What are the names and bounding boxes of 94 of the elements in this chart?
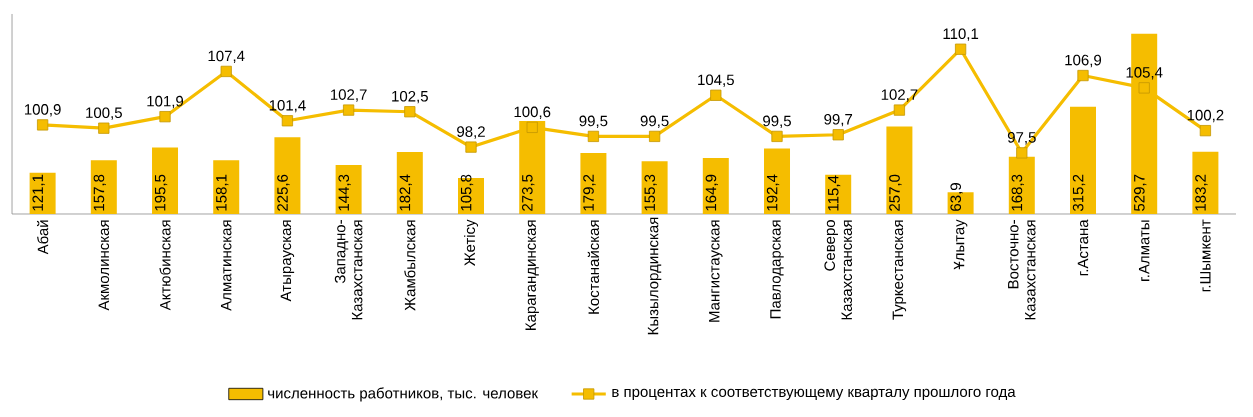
point [955,43,967,55]
x-tick-label: г.Алматы [1138,220,1150,281]
data-label: 102,5 [392,90,428,104]
data-label: 101,4 [269,99,306,113]
point [1138,82,1150,94]
bar [702,157,729,214]
x-tick-label: Восточно-Казахстанская [1008,220,1036,320]
data-label: 529,7 [1134,174,1147,211]
x-tick-label: Туркестанская [892,220,907,320]
x-tick-label: Абай [36,220,49,255]
x-tick-label: Жетісу [464,219,478,266]
data-label: 104,5 [698,74,734,87]
x-tick-label: Костанайская [587,220,600,314]
bar [825,174,852,214]
bar [152,147,179,214]
data-label: 192,4 [766,174,780,211]
bar [641,161,668,214]
point [832,129,844,141]
data-label: 158,1 [216,174,229,211]
x-tick-label: Павлодарская [770,220,784,319]
point [404,106,416,118]
data-label: 315,2 [1072,174,1086,212]
x-tick-label: Акмолинская [98,220,110,311]
data-label: 99,5 [640,115,669,128]
data-label: 144,3 [338,174,351,211]
data-label: 102,7 [330,89,367,102]
bar [29,172,56,214]
point [1077,69,1089,82]
point [893,104,905,116]
x-tick-label: Алматинская [220,220,232,311]
data-label: 107,4 [208,50,245,64]
data-label: 100,6 [514,106,551,119]
data-label: 99,5 [579,115,608,128]
legend-label: в процентах к соответствующему кварталу прошлого года [612,388,1016,401]
bar [213,160,240,214]
x-tick-label: Ұлытау [953,219,968,270]
data-label: 63,9 [950,183,963,211]
data-label: 157,8 [93,174,107,211]
data-label: 100,9 [24,104,61,117]
x-tick-label: г.Шымкент [1200,219,1211,292]
bar [886,126,913,214]
x-tick-label: Северо Казахстанская [824,220,853,320]
point [220,65,232,78]
point [343,104,355,116]
data-label: 110,1 [943,28,979,41]
bar [396,151,423,214]
legend-label: численность работников, тыс. человек [268,387,539,402]
x-tick-label: Актюбинская [159,220,171,311]
point [1016,147,1028,159]
point [281,115,294,127]
point [159,111,171,123]
data-label: 168,3 [1011,174,1024,211]
data-label: 99,7 [824,113,853,127]
data-label: 98,2 [457,126,485,139]
point [710,89,722,101]
data-label: 121,1 [32,174,45,211]
data-label: 273,5 [522,174,535,211]
x-tick-label: Атырауская [280,220,295,302]
data-label: 257,0 [889,174,902,211]
data-label: 101,9 [147,95,184,109]
point [1199,125,1211,137]
data-label: 100,5 [86,107,122,120]
point [587,130,600,142]
bar [1070,106,1096,214]
data-label: 105,8 [460,174,474,211]
data-label: 182,4 [399,174,412,211]
data-label: 164,9 [705,174,718,211]
point [649,130,661,142]
data-label: 225,6 [277,174,290,211]
data-label: 179,2 [583,174,596,211]
point [771,130,783,142]
bar [274,137,301,214]
bar [1192,151,1219,214]
data-label: 183,2 [1195,174,1208,211]
data-label: 106,9 [1065,54,1102,68]
bar [580,153,607,214]
data-label: 99,5 [763,115,791,128]
point [98,122,110,134]
point [526,121,538,133]
x-tick-label: Мангистауская [709,220,723,322]
x-tick-label: г.Астана [1077,219,1089,276]
bar [764,148,791,214]
data-label: 155,3 [644,174,657,211]
point [465,141,477,153]
data-label: 195,5 [154,174,168,211]
x-tick-label: Карагандинская [525,220,539,330]
bar [90,160,117,214]
data-label: 100,2 [1187,109,1224,123]
x-tick-label: Западно-Казахстанская [334,220,363,320]
data-label: 115,4 [828,175,841,211]
x-tick-label: Кызылординская [647,217,662,335]
x-tick-label: Жамбылская [404,220,416,311]
point [37,119,49,131]
bar [335,164,362,214]
